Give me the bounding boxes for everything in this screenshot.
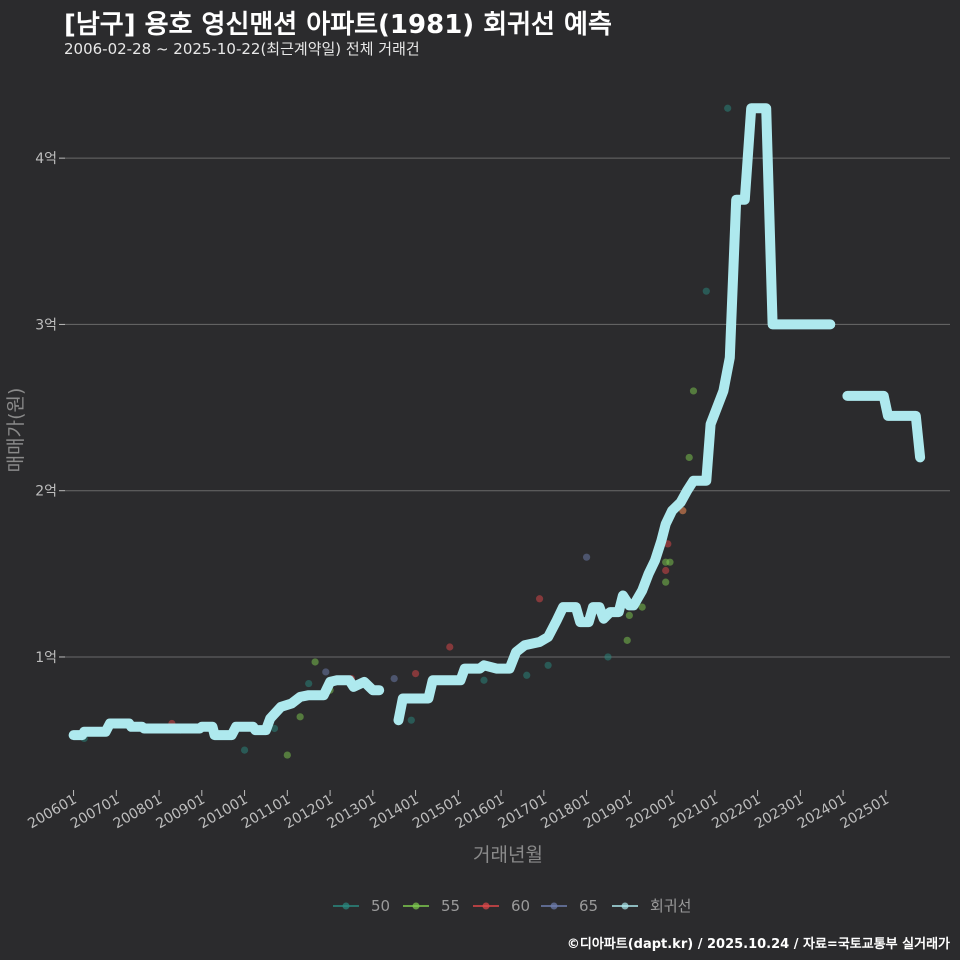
scatter-point-55: [689, 387, 698, 395]
legend-label: 65: [579, 897, 598, 915]
regression-line-segment: [68, 675, 385, 741]
legend-swatch-dot: [342, 902, 350, 910]
scatter-point-50: [702, 287, 710, 295]
scatter-point-50: [270, 724, 279, 733]
scatter-point-50: [480, 676, 488, 684]
scatter-point-65: [390, 674, 398, 683]
scatter-point-50: [407, 716, 415, 724]
scatter-point-50: [523, 671, 531, 679]
scatter-points: [80, 104, 732, 759]
y-axis-ticks: 1억 2억 3억 4억: [35, 151, 65, 666]
scatter-point-55: [296, 713, 304, 721]
scatter-point-55: [638, 603, 646, 611]
legend-item-60: 60: [473, 897, 530, 915]
legend-label: 55: [441, 897, 460, 915]
source-caption: ©디아파트(dapt.kr) / 2025.10.24 / 자료=국토교통부 실…: [566, 937, 950, 952]
legend-item-regresion: 회귀선: [612, 897, 691, 915]
legend-label: 50: [371, 897, 390, 915]
scatter-point-50: [240, 746, 249, 754]
scatter-point-50: [604, 653, 612, 661]
scatter-point-55: [662, 578, 670, 586]
scatter-point-55: [685, 453, 693, 462]
scatter-point-50: [544, 661, 552, 669]
scatter-point-55: [311, 658, 319, 666]
scatter-point-50: [724, 104, 732, 112]
x-axis-ticks: 2006012007012008012009012010012011012012…: [25, 790, 892, 832]
scatter-point-55: [283, 751, 291, 759]
legend-label: 60: [511, 897, 530, 915]
legend-item-50: 50: [333, 897, 390, 915]
legend-swatch-dot: [412, 902, 420, 910]
scatter-point-55: [623, 636, 631, 644]
regression-line-segment: [842, 390, 926, 463]
legend: 50 55 60 65 회귀선: [333, 897, 691, 915]
chart-title: [남구] 용호 영신맨션 아파트(1981) 회귀선 예측: [64, 10, 612, 40]
legend-swatch-dot: [621, 902, 629, 910]
y-tick-label: 1억: [35, 650, 57, 666]
y-tick-label: 3억: [35, 317, 57, 333]
scatter-point-60: [662, 566, 670, 575]
regression-line: [68, 103, 926, 741]
legend-swatch-dot: [482, 902, 490, 910]
scatter-point-55: [625, 611, 633, 620]
y-tick-label: 2억: [35, 484, 57, 500]
legend-swatch-dot: [550, 902, 558, 910]
x-tick-label: 202501: [838, 792, 892, 833]
x-axis-title: 거래년월: [473, 844, 543, 866]
scatter-point-55: [666, 558, 674, 566]
regression-line-segment: [393, 103, 836, 726]
y-axis-title: 매매가(원): [5, 388, 27, 473]
y-tick-label: 4억: [35, 151, 57, 167]
grid-lines: [65, 157, 950, 658]
chart-subtitle: 2006-02-28 ~ 2025-10-22(최근계약일) 전체 거래건: [64, 40, 420, 58]
scatter-point-65: [322, 668, 330, 676]
scatter-point-60: [446, 643, 454, 651]
scatter-point-60: [535, 595, 544, 603]
scatter-point-65: [582, 553, 591, 561]
scatter-point-50: [305, 679, 313, 688]
scatter-point-60: [411, 670, 420, 678]
legend-item-55: 55: [403, 897, 460, 915]
legend-label: 회귀선: [650, 897, 691, 915]
legend-item-65: 65: [541, 897, 598, 915]
